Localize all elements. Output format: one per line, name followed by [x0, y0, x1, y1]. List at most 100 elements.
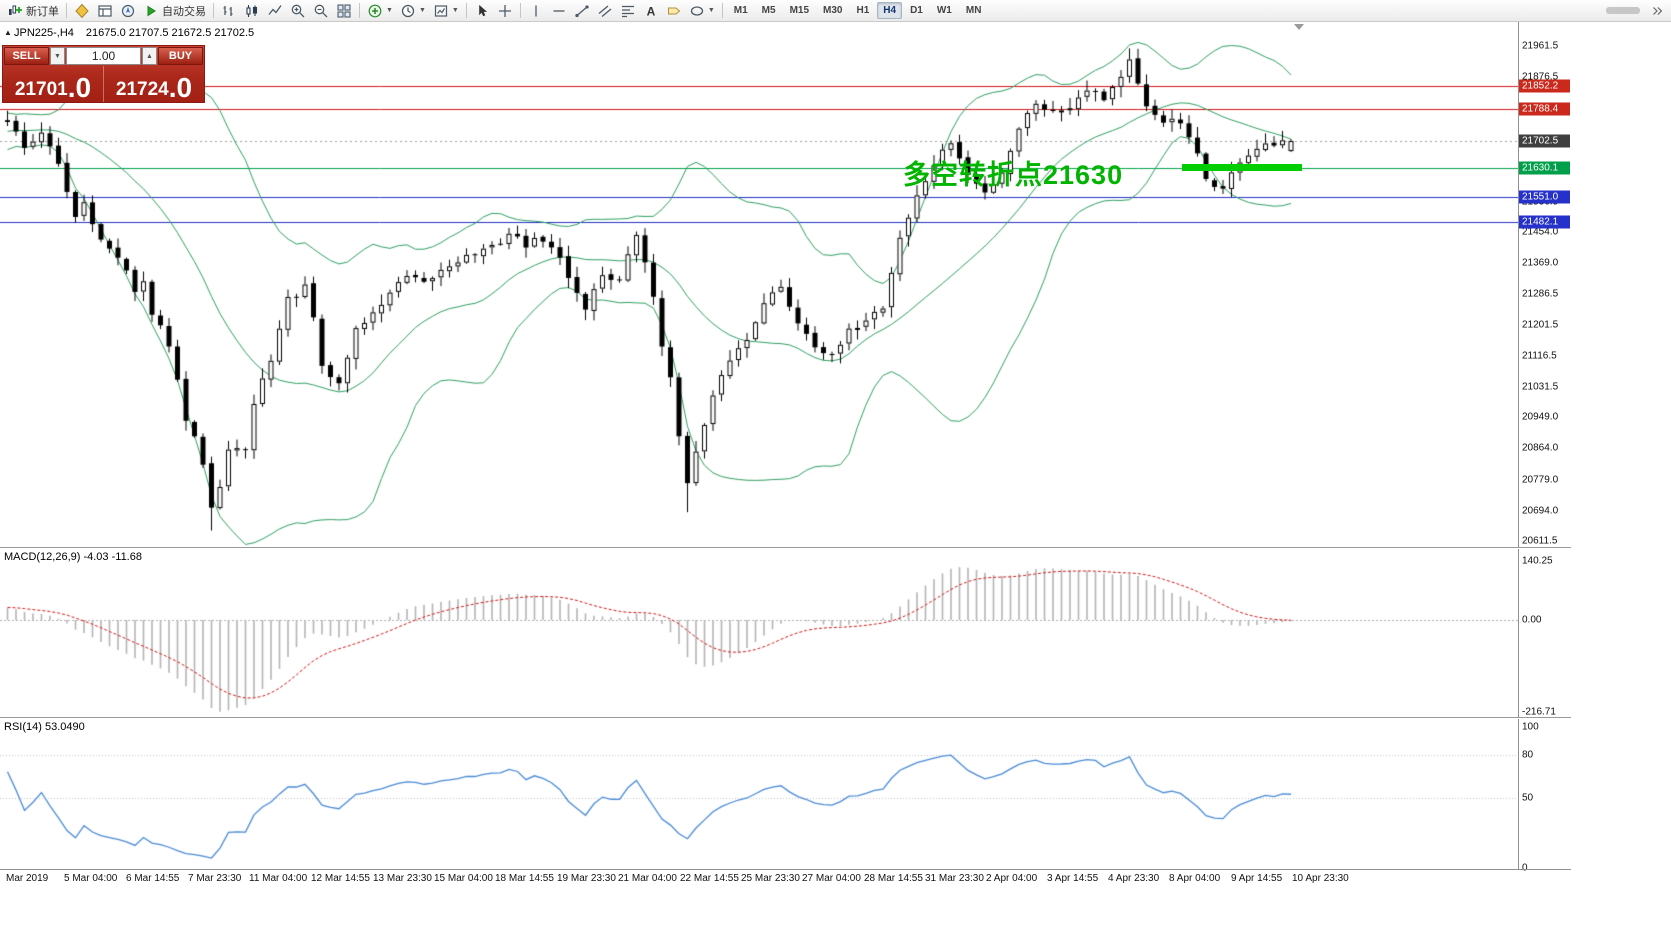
macd-axis-label: 0.00	[1522, 614, 1542, 626]
timeframe-button-mn[interactable]: MN	[965, 5, 982, 16]
time-axis-label: 22 Mar 14:55	[680, 873, 739, 884]
timeframe-button-m1[interactable]: M1	[733, 5, 748, 16]
fibonacci-tool-button[interactable]	[617, 1, 639, 20]
price-axis-label: 20611.5	[1522, 535, 1558, 547]
chart-annotation[interactable]: 多空转折点21630	[903, 160, 1124, 190]
macd-axis-label: 140.25	[1522, 555, 1553, 567]
tile-windows-button[interactable]	[333, 1, 355, 20]
buy-price-main: 21724	[115, 79, 169, 100]
timeframe-button-h4[interactable]: H4	[877, 2, 903, 19]
chart-canvas[interactable]	[0, 22, 1518, 869]
price-tag[interactable]: 21551.0	[1519, 190, 1570, 204]
timeframe-button-w1[interactable]: W1	[936, 5, 952, 16]
new-order-button[interactable]: 新订单	[4, 1, 62, 20]
toolbar-scroll-thumb[interactable]	[1606, 7, 1640, 14]
market-watch-button[interactable]	[71, 1, 93, 20]
zoom-in-button[interactable]	[287, 1, 309, 20]
time-axis-label: 8 Apr 04:00	[1169, 873, 1221, 884]
panel-separator-macd[interactable]	[0, 547, 1571, 549]
price-tag[interactable]: 21852.2	[1519, 79, 1570, 93]
bar-chart-mode-button[interactable]	[218, 1, 240, 20]
vertical-line-tool-button[interactable]	[525, 1, 547, 20]
time-axis-label: 2 Apr 04:00	[986, 873, 1038, 884]
macd-indicator-label: MACD(12,26,9) -4.03 -11.68	[4, 551, 142, 563]
channel-icon	[598, 5, 612, 17]
time-axis-label: 21 Mar 04:00	[618, 873, 677, 884]
time-axis-label: 18 Mar 14:55	[495, 873, 554, 884]
new-order-icon	[9, 5, 22, 15]
triangle-down-icon: ▼	[54, 52, 61, 60]
volume-input[interactable]: 1.00	[66, 47, 141, 65]
trendline-icon	[575, 4, 589, 17]
timeframe-button-d1[interactable]: D1	[910, 5, 923, 16]
timeframe-button-m5[interactable]: M5	[761, 5, 776, 16]
label-icon	[667, 7, 681, 14]
chevron-down-icon: ▼	[707, 7, 715, 14]
zoom-out-button[interactable]	[310, 1, 332, 20]
timeframe-buttons: M1 M5 M15 M30 H1 H4 D1 W1 MN	[727, 2, 989, 19]
timeframe-button-m15[interactable]: M15	[789, 5, 810, 16]
price-tag[interactable]: 21788.4	[1519, 102, 1570, 116]
panel-separator-rsi[interactable]	[0, 717, 1571, 719]
trendline-tool-button[interactable]	[571, 1, 593, 20]
buy-button[interactable]: BUY	[158, 47, 203, 65]
vertical-line-icon	[535, 5, 537, 16]
shapes-tool-button[interactable]: ▼	[686, 1, 718, 20]
price-tag[interactable]: 21630.1	[1519, 161, 1570, 174]
sell-button[interactable]: SELL	[4, 47, 49, 65]
chart-shift-marker[interactable]	[1294, 24, 1304, 30]
time-axis-label: 27 Mar 04:00	[802, 873, 861, 884]
templates-button[interactable]: ▼	[430, 1, 462, 20]
cursor-tool-button[interactable]	[471, 1, 493, 20]
macd-axis-label: -216.71	[1522, 706, 1556, 718]
price-axis-label: 21961.5	[1522, 40, 1559, 52]
sell-price[interactable]: 21701.0	[3, 66, 103, 102]
sell-price-pips: .0	[67, 71, 92, 103]
one-click-panel-toggle[interactable]: ▲	[4, 28, 12, 37]
toolbar-separator	[359, 3, 360, 18]
price-axis-label: 21116.5	[1522, 350, 1557, 362]
buy-price[interactable]: 21724.0	[103, 66, 204, 102]
data-window-button[interactable]	[94, 1, 116, 20]
navigator-button[interactable]	[117, 1, 139, 20]
timeframe-button-m30[interactable]: M30	[823, 5, 843, 16]
price-tag[interactable]: 21702.5	[1519, 134, 1570, 148]
turning-point-highlight-line[interactable]	[1182, 164, 1302, 172]
candle-chart-mode-button[interactable]	[241, 1, 263, 20]
main-toolbar: 新订单 自动交易 ▼ ▼ ▼	[0, 0, 1671, 22]
indicators-button[interactable]: ▼	[364, 1, 396, 20]
text-label-tool-button[interactable]	[663, 1, 685, 20]
triangle-up-icon: ▲	[146, 52, 153, 60]
time-axis-label: 13 Mar 23:30	[373, 873, 432, 884]
template-icon	[434, 4, 447, 17]
toolbar-overflow-button[interactable]	[1647, 1, 1667, 20]
volume-increase-button[interactable]: ▲	[142, 47, 157, 65]
buy-price-pips: .0	[168, 71, 193, 103]
autotrading-button[interactable]: 自动交易	[140, 1, 209, 20]
volume-decrease-button[interactable]: ▼	[50, 47, 65, 65]
time-axis-label: 25 Mar 23:30	[741, 873, 800, 884]
toolbar-separator	[465, 3, 467, 18]
price-tag[interactable]: 21482.1	[1519, 215, 1570, 229]
rsi-axis-label: 100	[1522, 721, 1539, 733]
price-axis-label: 21454.0	[1522, 226, 1559, 238]
price-axis-label: 21369.0	[1522, 257, 1559, 269]
rsi-axis-label: 0	[1522, 862, 1528, 874]
text-tool-button[interactable]: A	[640, 1, 662, 20]
chevrons-right-icon	[1653, 6, 1663, 15]
timeframe-button-h1[interactable]: H1	[856, 5, 870, 16]
channel-tool-button[interactable]	[594, 1, 616, 20]
market-watch-icon	[75, 3, 89, 18]
indicators-icon	[368, 4, 382, 17]
horizontal-line-tool-button[interactable]	[548, 1, 570, 20]
cursor-icon	[479, 4, 487, 16]
time-axis-label: 11 Mar 04:00	[249, 873, 308, 884]
price-axis-label: 21286.5	[1522, 288, 1559, 299]
line-chart-mode-button[interactable]	[264, 1, 286, 20]
periods-button[interactable]: ▼	[397, 1, 429, 20]
new-order-label: 新订单	[26, 5, 59, 18]
crosshair-tool-button[interactable]	[494, 1, 516, 20]
ohlc-values: 21675.0 21707.5 21672.5 21702.5	[85, 27, 255, 39]
time-axis-label: 12 Mar 14:55	[311, 873, 370, 884]
rsi-indicator-label: RSI(14) 53.0490	[4, 721, 85, 733]
